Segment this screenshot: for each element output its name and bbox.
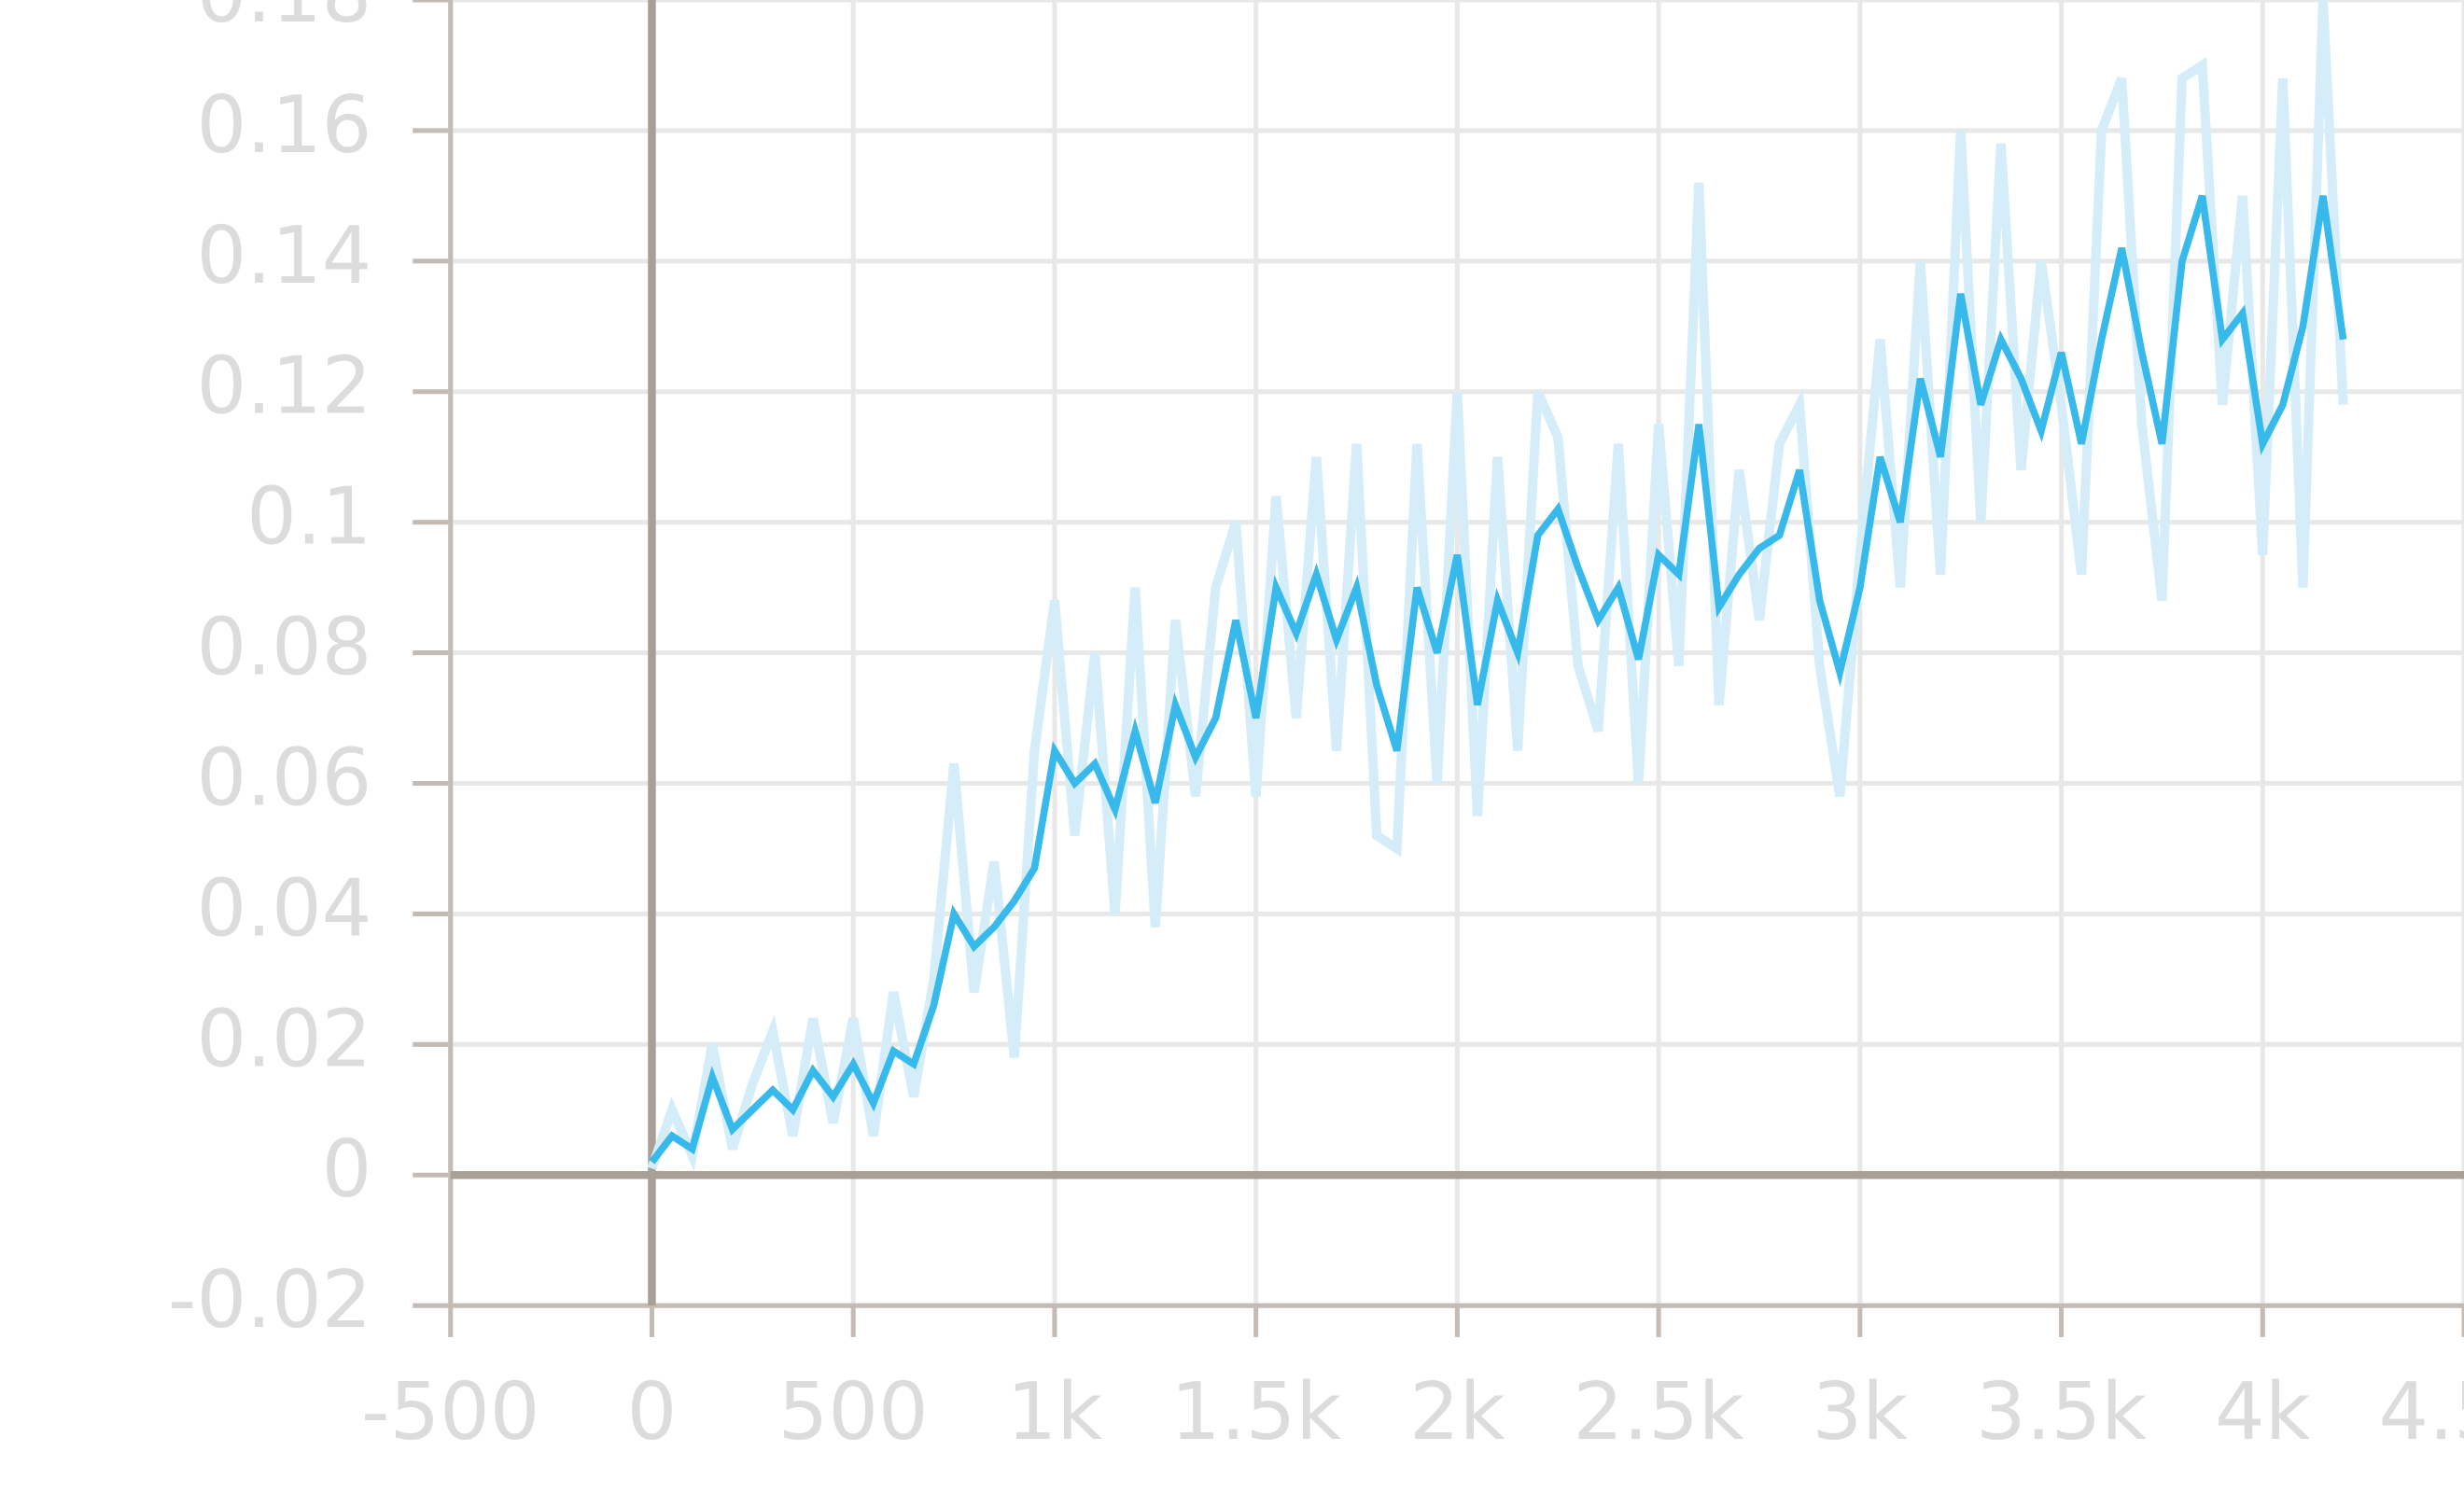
y-tick-label: 0.08 <box>196 602 371 693</box>
x-tick-label: -500 <box>361 1366 540 1458</box>
y-tick-label: -0.02 <box>168 1254 371 1346</box>
x-tick-label: 500 <box>778 1366 929 1458</box>
x-tick-label: 1.5k <box>1170 1366 1341 1458</box>
x-tick-label: 4.5k <box>2378 1366 2464 1458</box>
y-tick-label: 0.1 <box>246 471 371 563</box>
x-tick-label: 2k <box>1409 1366 1505 1458</box>
x-tick-label: 2.5k <box>1574 1366 1744 1458</box>
x-tick-label: 4k <box>2215 1366 2311 1458</box>
y-tick-label: 0.02 <box>196 993 371 1084</box>
x-tick-label: 1k <box>1007 1366 1103 1458</box>
x-tick-label: 3.5k <box>1976 1366 2147 1458</box>
series-line <box>649 194 2347 1165</box>
y-tick-label: 0.06 <box>196 732 371 823</box>
y-tick-label: 0.14 <box>196 210 371 301</box>
x-tick-label: 0 <box>627 1366 678 1458</box>
y-tick-label: 0 <box>322 1123 372 1215</box>
x-tick-label: 3k <box>1813 1366 1909 1458</box>
y-tick-label: 0.12 <box>196 341 371 432</box>
y-tick-label: 0.04 <box>196 862 371 954</box>
y-tick-label: 0.16 <box>196 79 371 171</box>
y-tick-label: 0.18 <box>196 0 371 40</box>
series-line <box>647 0 2348 1172</box>
